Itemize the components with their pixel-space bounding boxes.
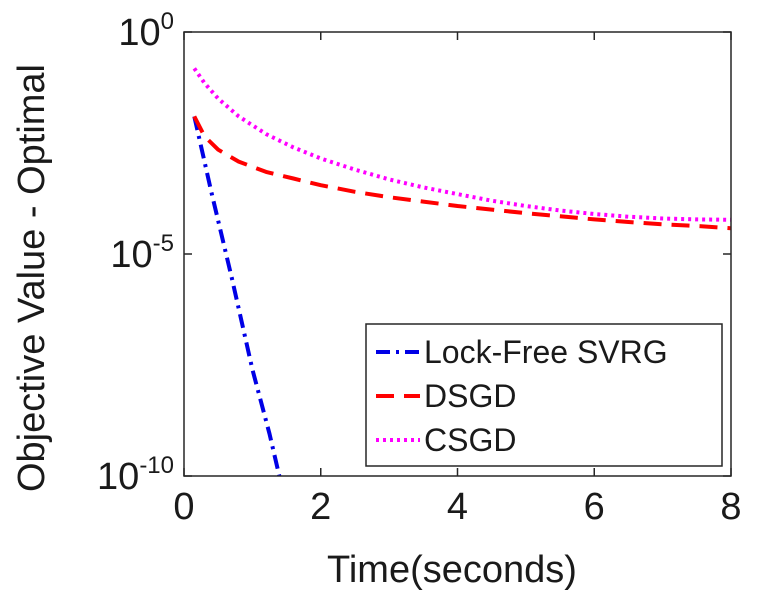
legend: Lock-Free SVRG DSGD CSGD bbox=[365, 323, 723, 467]
y-tick-label: 10-5 bbox=[110, 230, 174, 276]
series-layer bbox=[192, 67, 731, 476]
legend-box bbox=[365, 323, 723, 467]
x-tick-label: 2 bbox=[310, 486, 331, 528]
series-line-dsgd bbox=[192, 115, 731, 231]
x-axis-label: Time(seconds) bbox=[327, 549, 577, 591]
x-tick-label: 0 bbox=[173, 486, 194, 528]
y-axis-label: Objective Value - Optimal bbox=[11, 64, 53, 492]
series-line-lock-free-svrg bbox=[192, 115, 282, 476]
legend-label: DSGD bbox=[424, 378, 516, 414]
series-line-csgd bbox=[192, 67, 731, 222]
x-tick-label: 8 bbox=[720, 486, 741, 528]
x-tick-label: 4 bbox=[447, 486, 468, 528]
axis-layer: 0 2 4 6 8 100 10-5 10-10 bbox=[97, 8, 742, 528]
x-tick-label: 6 bbox=[584, 486, 605, 528]
legend-label: Lock-Free SVRG bbox=[424, 334, 668, 370]
y-tick-label: 100 bbox=[118, 8, 174, 54]
y-tick-label: 10-10 bbox=[97, 452, 174, 498]
legend-label: CSGD bbox=[424, 422, 516, 458]
